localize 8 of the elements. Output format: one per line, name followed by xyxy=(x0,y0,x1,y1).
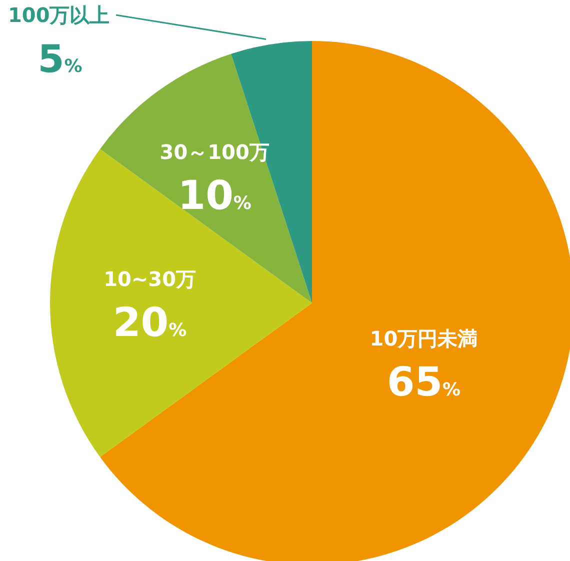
slice-label: 100万以上 xyxy=(8,3,110,27)
data-label: 5% xyxy=(38,37,82,81)
data-label: 20% xyxy=(112,300,187,346)
data-label: 65% xyxy=(386,359,461,406)
slice-label: 10~30万 xyxy=(104,267,196,291)
slice-label: 30～100万 xyxy=(160,140,270,164)
data-label: 10% xyxy=(178,172,252,219)
slice-label: 10万円未満 xyxy=(370,326,478,350)
